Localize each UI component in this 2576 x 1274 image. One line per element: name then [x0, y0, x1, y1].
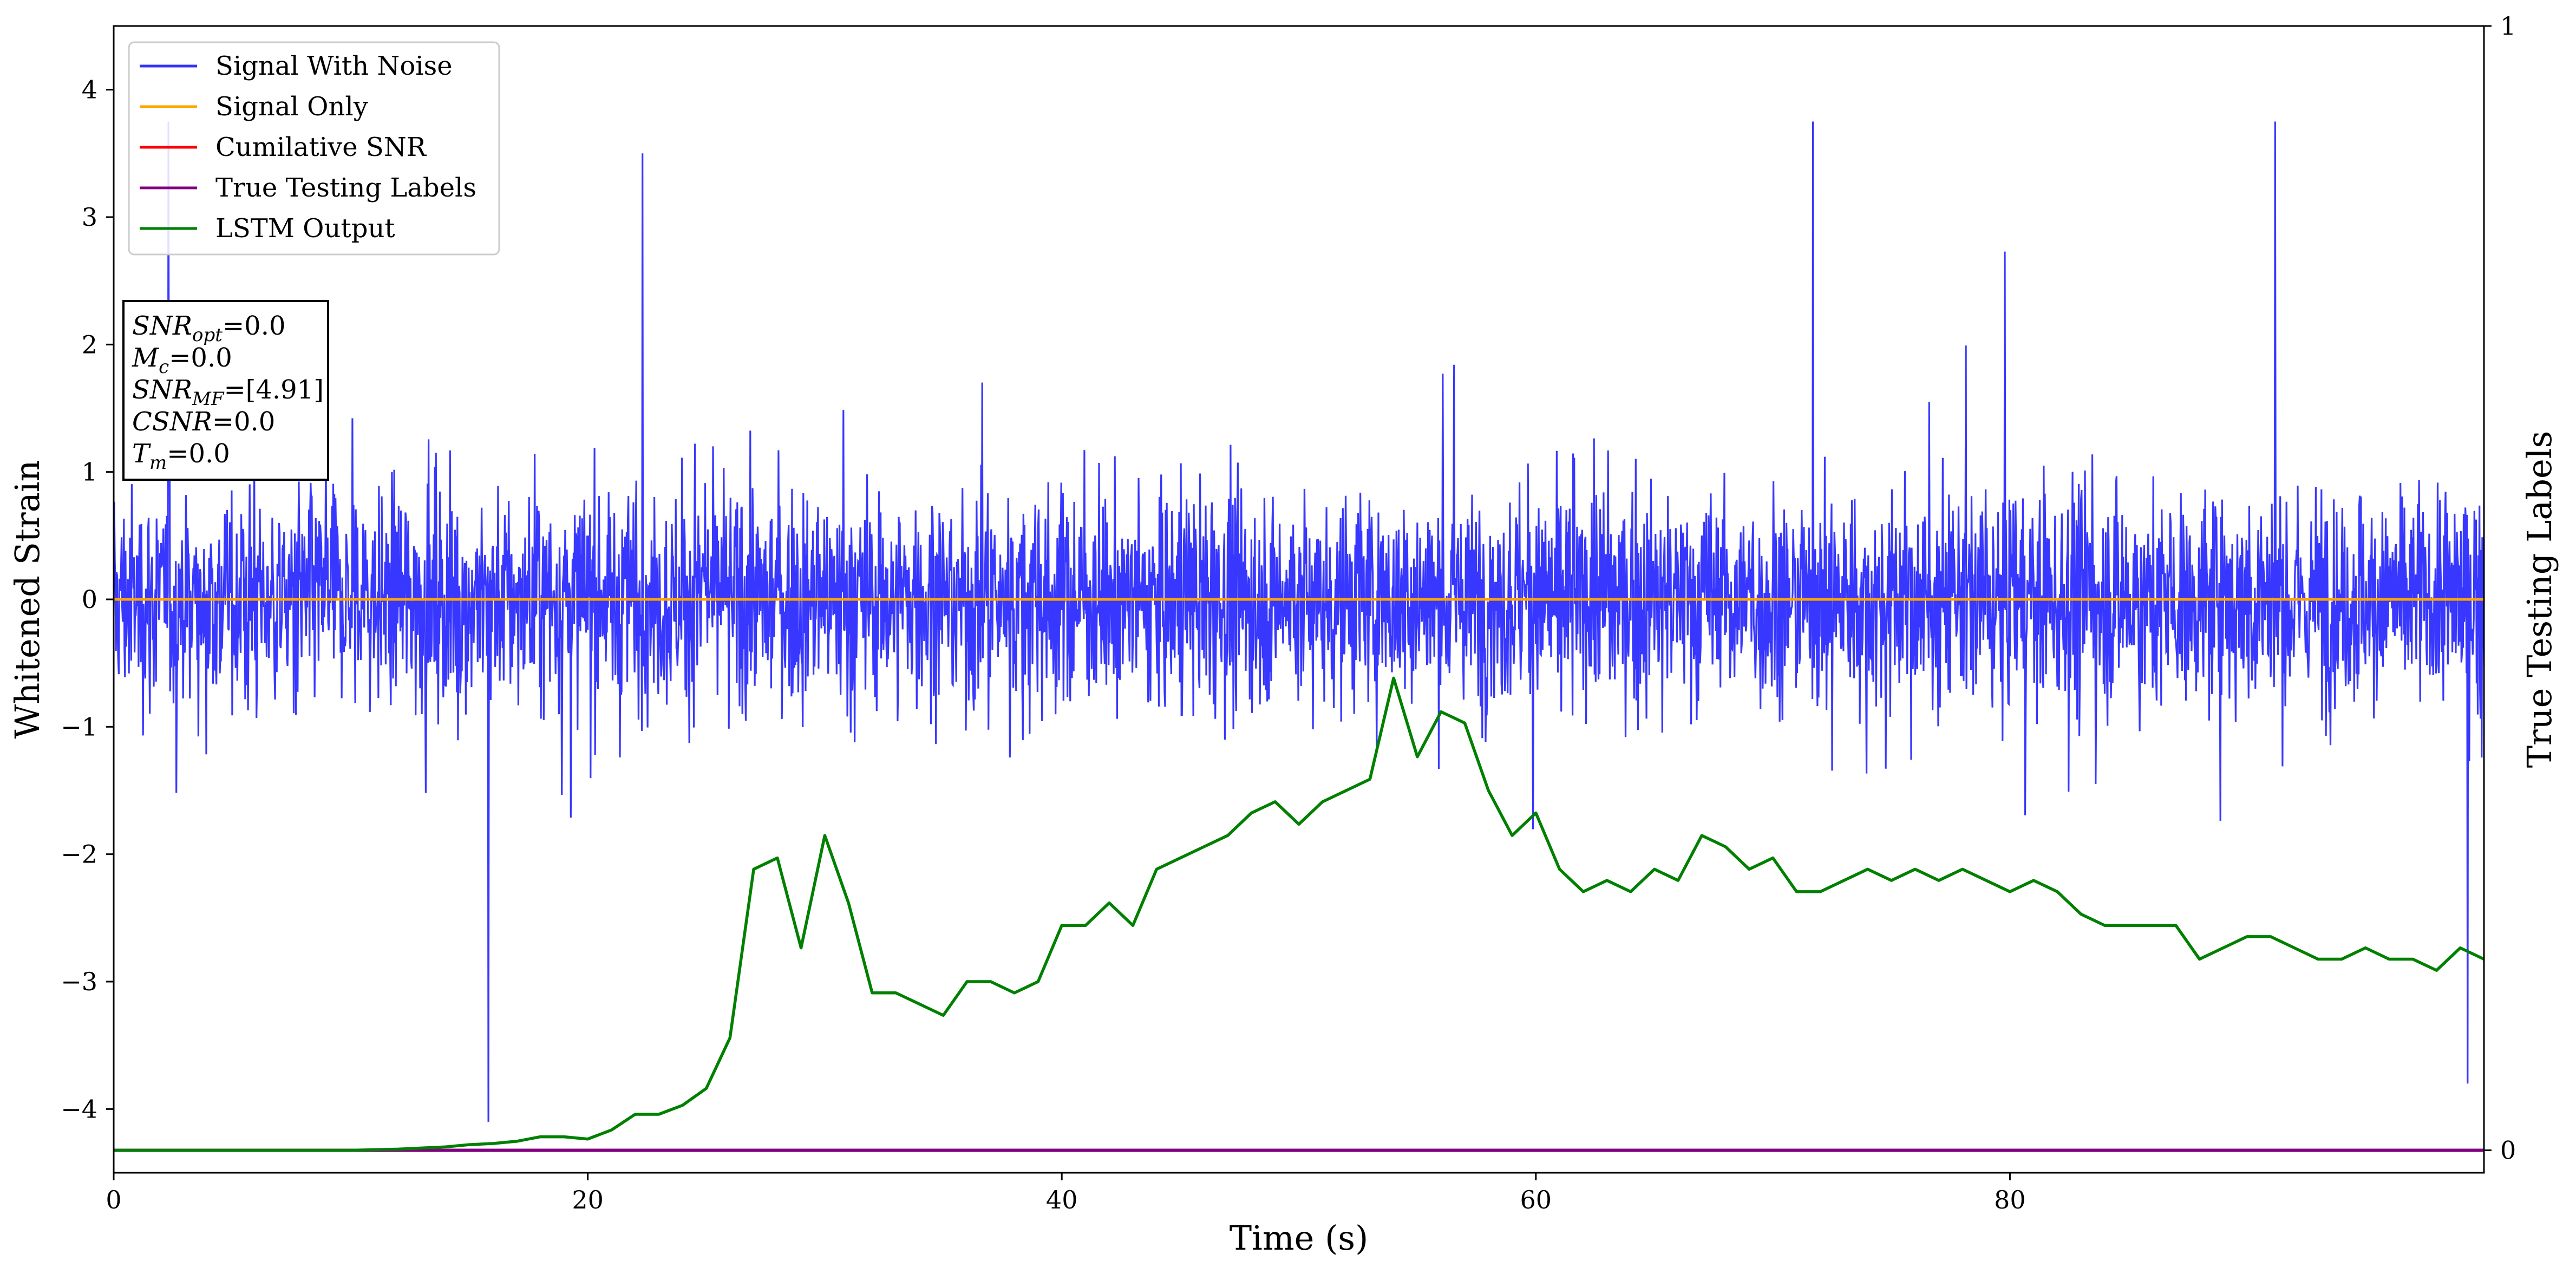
- y2-tick-label: 1: [2500, 11, 2516, 41]
- legend-label: True Testing Labels: [215, 173, 476, 203]
- legend: Signal With Noise Signal Only Cumilative S…: [128, 41, 500, 256]
- y-tick-label: −3: [61, 967, 97, 996]
- x-tick-label: 20: [572, 1185, 604, 1214]
- legend-label: Cumilative SNR: [215, 132, 427, 162]
- legend-label: Signal Only: [215, 92, 368, 122]
- x-axis-ticks: 0 20 40 60 80: [106, 1173, 2026, 1214]
- chart-lines: [114, 598, 2485, 1152]
- info-box-line: SNRopt=0.0: [132, 311, 286, 346]
- y2-tick-label: 0: [2500, 1135, 2516, 1165]
- x-tick-label: 80: [1994, 1185, 2026, 1214]
- legend-frame: [128, 41, 500, 256]
- legend-label: LSTM Output: [215, 213, 395, 244]
- info-box-frame: [122, 300, 329, 481]
- y-axis-ticks: −4 −3 −2 −1 0 1 2 3 4: [61, 75, 114, 1123]
- y-tick-label: 2: [82, 330, 97, 359]
- signal-with-noise-series: [113, 121, 2485, 1122]
- y-tick-label: 1: [82, 458, 97, 487]
- y-tick-label: −2: [61, 840, 97, 869]
- y-tick-label: 4: [82, 75, 97, 104]
- y2-axis-title: True Testing Labels: [2520, 431, 2559, 768]
- y2-axis-ticks: 01: [2484, 11, 2516, 1165]
- x-tick-label: 0: [106, 1185, 121, 1214]
- signal-with-noise-line: [113, 121, 2485, 1122]
- y-tick-label: 3: [82, 202, 97, 232]
- y-tick-label: 0: [82, 585, 97, 614]
- lstm-output-line: [114, 676, 2485, 1152]
- x-axis-title: Time (s): [1230, 1218, 1369, 1258]
- info-box: SNRopt=0.0Mc=0.0SNRMF=[4.91]CSNR=0.0Tm=0…: [122, 300, 329, 481]
- info-box-line: CSNR=0.0: [132, 407, 275, 437]
- y-axis-title: Whitened Strain: [8, 460, 47, 739]
- info-box-line: Mc=0.0: [132, 343, 232, 378]
- x-tick-label: 60: [1520, 1185, 1552, 1214]
- y-tick-label: −4: [61, 1094, 97, 1123]
- y-tick-label: −1: [61, 712, 97, 741]
- x-tick-label: 40: [1046, 1185, 1078, 1214]
- info-box-line: SNRMF=[4.91]: [132, 375, 324, 410]
- legend-label: Signal With Noise: [215, 51, 453, 81]
- info-box-line: Tm=0.0: [132, 439, 230, 474]
